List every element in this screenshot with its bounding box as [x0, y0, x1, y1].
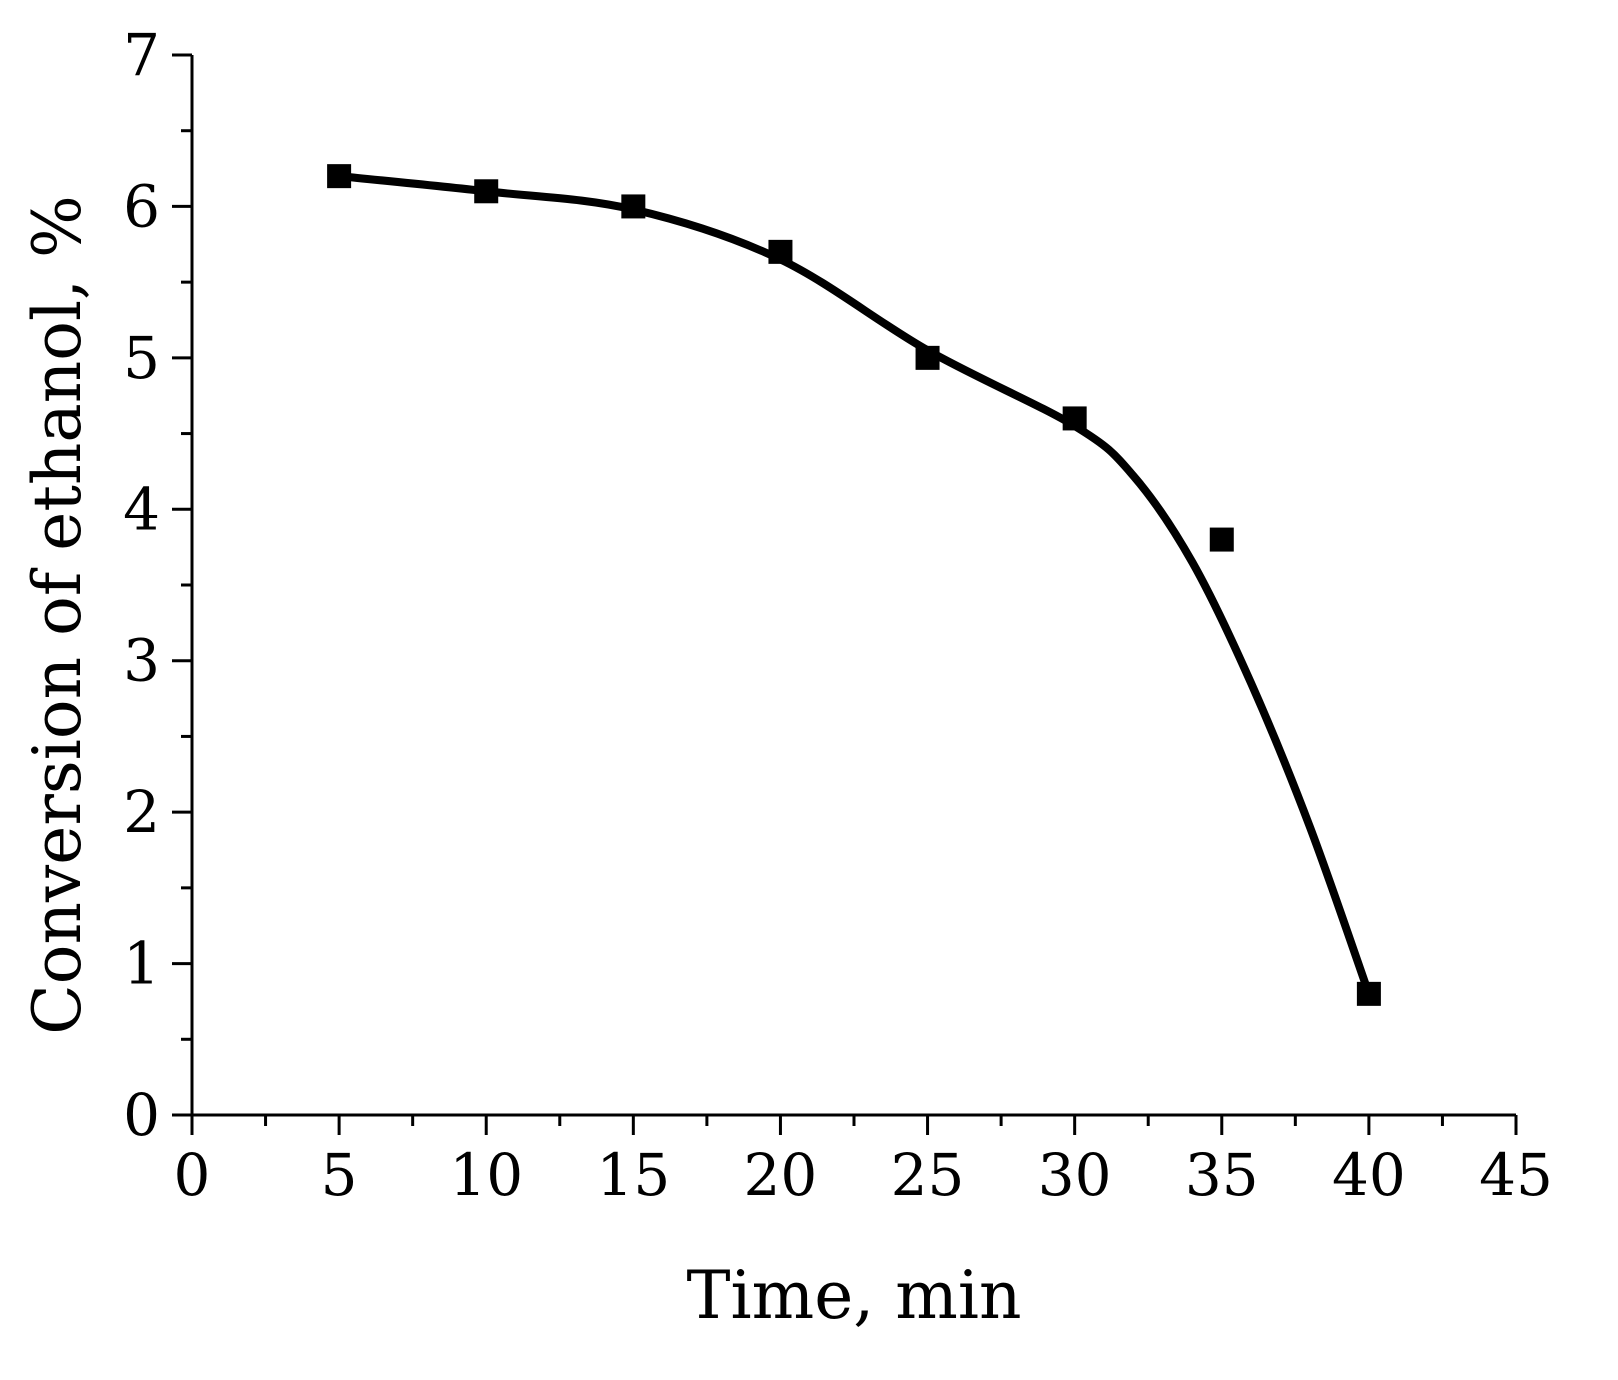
- x-tick-label: 25: [891, 1141, 965, 1209]
- y-tick-label: 4: [123, 475, 160, 543]
- ticks: [172, 53, 1518, 1135]
- data-markers: [327, 164, 1381, 1006]
- y-axis-title: Conversion of ethanol, %: [19, 195, 96, 1034]
- data-point: [474, 179, 499, 204]
- data-point: [1356, 981, 1381, 1006]
- data-point: [915, 345, 940, 370]
- fit-curve-group: [335, 172, 1373, 998]
- y-tick-label: 1: [123, 930, 160, 998]
- y-tick-label: 6: [123, 172, 160, 240]
- x-tick-label: 35: [1185, 1141, 1259, 1209]
- data-point: [621, 194, 646, 219]
- fit-curve-line: [335, 172, 1373, 998]
- y-tick-label: 5: [123, 324, 160, 392]
- x-axis-title: Time, min: [687, 1257, 1022, 1334]
- y-tick-label: 3: [123, 627, 160, 695]
- y-tick-label: 0: [123, 1081, 160, 1149]
- data-point: [327, 164, 352, 189]
- x-tick-label: 5: [321, 1141, 358, 1209]
- data-point: [1209, 527, 1234, 552]
- x-tick-label: 10: [449, 1141, 523, 1209]
- y-tick-label: 7: [123, 21, 160, 89]
- x-tick-label: 45: [1479, 1141, 1553, 1209]
- y-tick-label: 2: [123, 778, 160, 846]
- x-tick-label: 40: [1332, 1141, 1406, 1209]
- data-point: [768, 239, 793, 264]
- x-tick-label: 20: [744, 1141, 818, 1209]
- axes: [190, 55, 1516, 1117]
- x-tick-label: 15: [596, 1141, 670, 1209]
- data-point: [1062, 406, 1087, 431]
- x-tick-label: 30: [1038, 1141, 1112, 1209]
- x-tick-label: 0: [174, 1141, 211, 1209]
